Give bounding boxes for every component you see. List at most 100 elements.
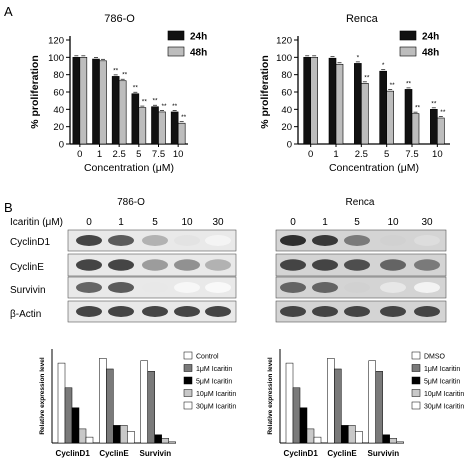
bar-Survivin-1 <box>375 371 383 444</box>
blot-786-o-0-band <box>142 235 168 246</box>
bar-CyclinE-2 <box>341 425 349 444</box>
bar-CyclinD1-1 <box>64 387 73 444</box>
protein-label: Survivin <box>10 285 46 296</box>
blot-786-o-0-band <box>174 235 200 246</box>
x-tick-label: 5 <box>136 149 141 160</box>
y-tick-label: 80 <box>53 70 64 81</box>
bar-48h-5 <box>386 90 394 145</box>
bar-48h-2.5 <box>118 80 127 145</box>
bar-48h-0 <box>79 57 88 145</box>
y-tick-label: 20 <box>53 122 64 133</box>
bar-48h-10 <box>437 117 445 145</box>
x-tick-label: Survivin <box>368 449 400 458</box>
bar-CyclinE-3 <box>348 425 356 444</box>
y-tick-label: 0 <box>59 140 64 151</box>
x-tick-label: 0 <box>77 149 82 160</box>
legend-swatch <box>183 401 193 410</box>
protein-label: CyclinE <box>10 262 44 273</box>
legend-swatch <box>411 401 421 410</box>
blot-renca-1-band <box>312 259 338 271</box>
significance-marker: ** <box>172 103 178 110</box>
blot-renca-3-band <box>280 306 306 317</box>
blot-786-o-1-band <box>108 259 134 271</box>
x-tick-label: 1 <box>97 149 102 160</box>
legend-swatch <box>183 376 193 385</box>
legend-label: Control <box>196 354 219 361</box>
blot-786-o-3-band <box>108 306 134 317</box>
bar-24h-5 <box>379 70 387 145</box>
blot-786-o-2-band <box>205 282 231 293</box>
significance-marker: ** <box>364 74 370 81</box>
x-axis-label: Concentration (μM) <box>84 162 174 174</box>
blot-renca-2-band <box>380 282 406 293</box>
legend-label: 1μM Icaritin <box>196 366 232 373</box>
legend-swatch <box>183 364 193 372</box>
blot-renca-3-band <box>312 306 338 317</box>
dose-label-786-o: 10 <box>181 217 193 228</box>
dose-label-786-o: 5 <box>152 217 158 228</box>
dose-label-renca: 10 <box>387 217 399 228</box>
legend-label: 1μM Icaritin <box>424 366 460 373</box>
chart-title: Renca <box>346 13 379 25</box>
legend-swatch-48h <box>167 46 185 57</box>
blot-renca-0-band <box>280 235 306 246</box>
bar-Survivin-0 <box>368 360 376 444</box>
bar-24h-10 <box>170 111 179 145</box>
significance-marker: ** <box>122 72 128 79</box>
dose-label: Icaritin (μM) <box>10 217 63 228</box>
dose-label-renca: 1 <box>322 217 328 228</box>
dose-label-renca: 5 <box>354 217 360 228</box>
significance-marker: * <box>382 62 385 69</box>
blot-786-o-1-band <box>76 259 102 271</box>
blot-renca-0-band <box>312 235 338 246</box>
y-tick-label: 80 <box>281 70 292 81</box>
x-tick-label: 7.5 <box>405 149 418 160</box>
blot-renca-1-band <box>280 259 306 271</box>
bar-24h-1 <box>328 57 337 145</box>
significance-marker: ** <box>431 100 437 107</box>
dose-label-786-o: 30 <box>212 217 224 228</box>
bar-CyclinD1-0 <box>57 362 66 444</box>
significance-marker: ** <box>133 85 139 92</box>
bar-Survivin-1 <box>147 371 155 444</box>
legend-label: DMSO <box>424 354 446 361</box>
bar-24h-5 <box>131 93 140 145</box>
y-tick-label: 60 <box>53 88 64 99</box>
significance-marker: ** <box>113 67 119 74</box>
blot-786-o-1-band <box>142 259 168 271</box>
bar-CyclinE-3 <box>120 425 128 444</box>
bar-CyclinD1-2 <box>299 407 308 444</box>
bar-CyclinE-1 <box>334 368 342 444</box>
significance-marker: * <box>357 54 360 61</box>
y-tick-label: 0 <box>287 140 292 151</box>
blot-renca-2-band <box>312 282 338 293</box>
significance-marker: ** <box>415 105 421 112</box>
bar-24h-0 <box>303 57 311 145</box>
blot-786-o-3-band <box>142 306 168 317</box>
significance-marker: ** <box>390 82 396 89</box>
bar-CyclinE-4 <box>127 431 135 444</box>
bar-Survivin-3 <box>161 438 169 444</box>
legend-swatch-48h <box>399 46 417 57</box>
y-axis-label: % proliferation <box>29 55 41 129</box>
bar-CyclinD1-3 <box>306 428 315 444</box>
x-axis-label: Concentration (μM) <box>329 162 419 174</box>
bar-48h-1 <box>335 63 344 145</box>
dose-label-renca: 0 <box>290 217 296 228</box>
blot-786-o-2-band <box>142 282 168 293</box>
x-tick-label: 10 <box>173 149 184 160</box>
bar-CyclinD1-2 <box>71 407 80 444</box>
legend-label: 30μM Icaritin <box>196 404 236 411</box>
blot-786-o-0-band <box>205 235 231 246</box>
y-tick-label: 100 <box>48 53 64 64</box>
y-axis-label: Relative expression level <box>39 357 46 435</box>
x-tick-label: CyclinD1 <box>284 449 319 458</box>
x-tick-label: CyclinD1 <box>56 449 91 458</box>
bar-Survivin-0 <box>140 360 148 444</box>
legend-swatch-24h <box>167 30 185 41</box>
blot-title-renca: Renca <box>346 197 375 208</box>
bar-Survivin-3 <box>389 438 397 444</box>
bar-CyclinD1-3 <box>78 428 87 444</box>
bar-CyclinD1-4 <box>85 436 94 444</box>
legend-label: 30μM Icaritin <box>424 404 464 411</box>
